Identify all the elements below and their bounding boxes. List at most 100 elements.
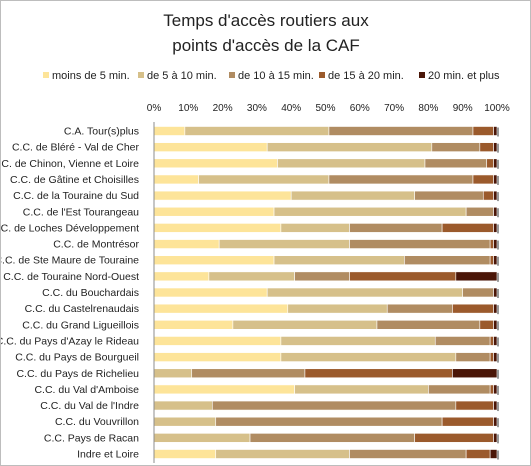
bar-segment bbox=[349, 271, 457, 282]
bar-shadow bbox=[497, 305, 499, 315]
x-tick-label: 60% bbox=[350, 103, 370, 114]
bar-segment bbox=[493, 158, 498, 169]
bar-segment bbox=[153, 223, 282, 233]
bar-segment bbox=[153, 319, 234, 330]
bar-segment bbox=[489, 239, 494, 249]
bar-shadow bbox=[497, 369, 499, 379]
bar-shadow bbox=[497, 402, 499, 412]
bar-shadow bbox=[497, 127, 499, 137]
bar-segment bbox=[431, 142, 481, 152]
bar-segment bbox=[434, 336, 491, 346]
bar-segment bbox=[212, 400, 457, 411]
bar-shadow bbox=[497, 224, 499, 234]
bar-area bbox=[153, 122, 499, 463]
legend-swatch-3 bbox=[229, 72, 235, 78]
chart-title-line-1: Temps d'accès routiers aux bbox=[163, 11, 369, 30]
bar-segment bbox=[441, 416, 494, 427]
bar-shadow bbox=[497, 385, 499, 395]
category-label: C.C. de Gâtine et Choisilles bbox=[10, 174, 139, 186]
bar-segment bbox=[493, 174, 498, 185]
bar-segment bbox=[191, 368, 306, 379]
chart-title-line-2: points d'accès de la CAF bbox=[172, 36, 360, 55]
bar-shadow bbox=[497, 272, 499, 282]
category-label: C.C. du Pays de Bourgueil bbox=[15, 352, 139, 364]
bar-segment bbox=[493, 352, 498, 362]
bar-segment bbox=[482, 190, 494, 201]
bar-segment bbox=[153, 158, 278, 169]
bar-segment bbox=[153, 433, 251, 443]
bar-segment bbox=[455, 352, 491, 362]
category-label: C.A. Tour(s)plus bbox=[64, 126, 139, 138]
bar-segment bbox=[386, 303, 453, 314]
bar-segment bbox=[232, 319, 378, 330]
bar-segment bbox=[215, 416, 443, 427]
bar-shadow bbox=[497, 143, 499, 153]
bar-segment bbox=[153, 126, 186, 136]
bar-segment bbox=[290, 190, 415, 201]
bar-segment bbox=[184, 126, 330, 136]
x-axis-ticks: 0% 10% 20% 30% 40% 50% 60% 70% 80% 90% 100% bbox=[147, 103, 510, 114]
x-tick-label: 100% bbox=[484, 103, 510, 114]
bar-segment bbox=[287, 303, 388, 314]
bar-segment bbox=[153, 400, 213, 411]
bar-segment bbox=[404, 255, 491, 265]
x-tick-label: 50% bbox=[315, 103, 335, 114]
bar-segment bbox=[479, 142, 494, 152]
bar-segment bbox=[153, 239, 220, 249]
bar-segment bbox=[441, 223, 494, 233]
x-tick-label: 40% bbox=[281, 103, 301, 114]
bar-segment bbox=[465, 449, 491, 459]
bar-segment bbox=[493, 126, 498, 136]
bar-shadow bbox=[497, 321, 499, 331]
bar-segment bbox=[489, 384, 494, 395]
bar-segment bbox=[493, 433, 498, 443]
bar-segment bbox=[493, 190, 498, 201]
category-label: C.C. de Touraine Nord-Ouest bbox=[3, 271, 139, 283]
bar-segment bbox=[153, 384, 295, 395]
legend-label-5: 20 min. et plus bbox=[428, 70, 500, 82]
x-tick-label: 70% bbox=[384, 103, 404, 114]
bar-segment bbox=[249, 433, 415, 443]
bar-shadow bbox=[497, 256, 499, 266]
bar-segment bbox=[489, 449, 498, 459]
bar-segment bbox=[493, 255, 498, 265]
bar-segment bbox=[424, 158, 488, 169]
bar-segment bbox=[280, 336, 436, 346]
category-label: C.C. de la Touraine du Sud bbox=[13, 190, 139, 202]
bar-shadow bbox=[497, 434, 499, 444]
bar-segment bbox=[493, 319, 498, 330]
bar-segment bbox=[414, 190, 484, 201]
bar-segment bbox=[349, 223, 443, 233]
bar-segment bbox=[349, 449, 467, 459]
bar-segment bbox=[215, 449, 350, 459]
bar-shadow bbox=[497, 353, 499, 363]
bar-segment bbox=[472, 174, 494, 185]
bar-segment bbox=[328, 126, 474, 136]
bar-segment bbox=[493, 239, 498, 249]
bar-shadow bbox=[497, 208, 499, 218]
bar-segment bbox=[493, 303, 498, 314]
bar-segment bbox=[486, 158, 494, 169]
category-label: C.C. du Pays de Richelieu bbox=[16, 368, 139, 380]
bar-segment bbox=[277, 158, 426, 169]
bar-shadow bbox=[497, 450, 499, 460]
bar-segment bbox=[472, 126, 494, 136]
legend-label-1: moins de 5 min. bbox=[52, 70, 130, 82]
category-label: C.C. du Vouvrillon bbox=[55, 416, 139, 428]
bar-shadow bbox=[497, 192, 499, 202]
bar-shadow bbox=[497, 418, 499, 428]
bar-segment bbox=[153, 190, 292, 201]
bar-segment bbox=[455, 400, 494, 411]
bar-segment bbox=[280, 223, 350, 233]
x-tick-label: 80% bbox=[418, 103, 438, 114]
bar-segment bbox=[273, 206, 467, 217]
category-label: C.C. Pays de Racan bbox=[44, 432, 139, 444]
bar-segment bbox=[452, 303, 494, 314]
bar-segment bbox=[208, 271, 295, 282]
bar-shadow bbox=[497, 175, 499, 185]
x-tick-label: 0% bbox=[147, 103, 162, 114]
legend-swatch-5 bbox=[419, 72, 425, 78]
category-label: C.C. de Bléré - Val de Cher bbox=[12, 142, 140, 154]
